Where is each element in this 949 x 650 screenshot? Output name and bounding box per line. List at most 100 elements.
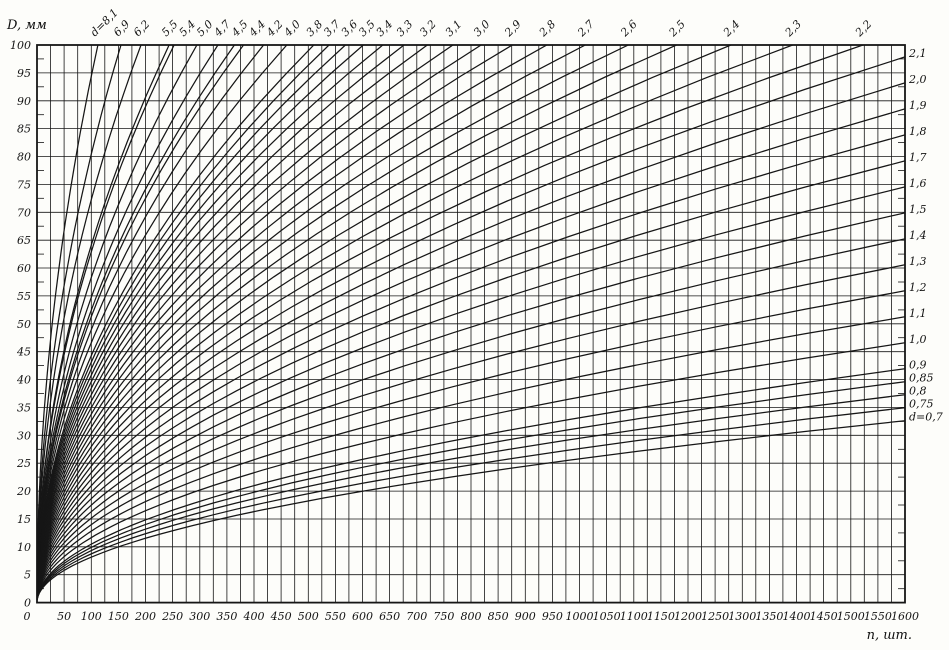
y-tick-label: 50 [17, 318, 31, 331]
curve-label-top: 2,7 [575, 18, 597, 40]
x-tick-label: 1450 [810, 610, 838, 623]
curve-label-right: 1,7 [909, 151, 927, 164]
x-tick-label: 1350 [755, 610, 783, 623]
x-tick-label: 1400 [783, 610, 811, 623]
curve-label-right: d=0,7 [909, 411, 943, 424]
plot-frame [36, 44, 906, 604]
x-tick-labels: 0 50 100 150 200 250 300 350 400 450 500 550 600 650 7… [24, 610, 920, 623]
y-tick-label: 90 [17, 95, 31, 108]
x-tick-label: 800 [461, 610, 482, 623]
curve-label-right: 1,9 [909, 99, 927, 112]
y-tick-label: 60 [17, 262, 31, 275]
curve-d-2.3 [37, 45, 793, 595]
y-tick-label: 30 [17, 429, 31, 442]
curve-label-right: 1,8 [909, 125, 927, 138]
y-tick-label: 70 [17, 206, 31, 219]
curve-label-top: 3,4 [374, 18, 396, 40]
y-tick-label: 15 [17, 513, 31, 526]
x-tick-label: 1250 [701, 610, 729, 623]
x-tick-label: 1150 [647, 610, 675, 623]
curve-label-top: 2,2 [852, 18, 874, 40]
curve-label-right: 1,6 [909, 177, 927, 190]
y-tick-label: 100 [10, 39, 31, 52]
curve-label-right: 0,75 [909, 398, 934, 411]
y-tick-label: 75 [17, 178, 31, 191]
y-tick-label: 10 [17, 541, 31, 554]
x-tick-label: 600 [352, 610, 373, 623]
y-tick-label: 95 [17, 67, 31, 80]
curve-label-top: 2,4 [720, 18, 742, 40]
x-tick-label: 1050 [593, 610, 621, 623]
x-tick-label: 1300 [728, 610, 756, 623]
curve-label-right: 1,5 [909, 203, 927, 216]
x-tick-label: 650 [379, 610, 400, 623]
x-tick-label: 1000 [566, 610, 594, 623]
x-tick-label: 500 [298, 610, 319, 623]
x-tick-label: 300 [189, 610, 210, 623]
x-tick-label: 1100 [620, 610, 648, 623]
y-tick-label: 0 [24, 597, 31, 610]
curve-label-right: 1,3 [909, 255, 927, 268]
curve-label-right: 0,85 [909, 372, 934, 385]
x-tick-label: 50 [57, 610, 71, 623]
curve-label-top: 2,6 [618, 18, 640, 40]
x-tick-label: 550 [325, 610, 346, 623]
curve-d-3.1 [37, 45, 454, 592]
top-curve-labels: d=8,16,96,2 5,55,45,04,74,54,44,24,0 3,83,… [88, 6, 875, 40]
y-tick-label: 25 [16, 457, 31, 470]
curve-label-top: 2,9 [502, 18, 524, 40]
y-tick-label: 35 [17, 401, 31, 414]
curve-label-top: 2,5 [666, 18, 688, 40]
curve-d-2.2 [37, 45, 864, 595]
curve-d-3.5 [37, 45, 364, 591]
curve-label-top: 3,0 [471, 18, 493, 40]
x-tick-label: 0 [24, 610, 31, 623]
x-tick-label: 350 [216, 610, 237, 623]
x-tick-label: 900 [515, 610, 536, 623]
curve-label-right: 2,1 [908, 47, 927, 60]
curve-label-right: 1,2 [909, 281, 927, 294]
curve-label-top: 3,1 [443, 18, 465, 40]
curve-d-2.4 [37, 45, 732, 595]
curve-label-top: 4,0 [281, 18, 303, 40]
curve-d-3 [37, 45, 482, 592]
x-tick-label: 1550 [864, 610, 892, 623]
y-tick-label: 65 [17, 234, 31, 247]
curve-label-top: 3,3 [394, 18, 416, 40]
x-tick-label: 1600 [891, 610, 919, 623]
curve-label-top: 6,2 [131, 18, 153, 40]
curve-label-top: 2,8 [536, 18, 558, 40]
curve-label-right: 1,0 [909, 333, 927, 346]
x-tick-label: 150 [108, 610, 129, 623]
curve-label-right: 0,8 [909, 385, 927, 398]
y-tick-labels: 0 5 10 15 20 25 30 35 40 45 50 55 60 65 70 75 80 85 90 95 10… [10, 39, 31, 610]
x-axis-title: n, шт. [867, 628, 912, 643]
x-tick-label: 850 [488, 610, 509, 623]
x-tick-label: 1500 [837, 610, 865, 623]
x-tick-label: 950 [542, 610, 563, 623]
x-tick-label: 250 [161, 610, 183, 623]
curve-label-right: 2,0 [908, 73, 927, 86]
right-curve-labels: 2,12,01,91,81,71,61,51,41,31,21,11,00,90… [908, 47, 943, 424]
y-tick-label: 40 [16, 374, 31, 387]
x-tick-label: 1200 [674, 610, 702, 623]
x-tick-label: 200 [134, 610, 156, 623]
y-tick-label: 80 [17, 151, 31, 164]
y-tick-label: 55 [17, 290, 31, 303]
curve-label-top: 2,3 [782, 18, 804, 40]
curve-label-top: 3,2 [417, 18, 439, 40]
x-tick-label: 700 [406, 610, 427, 623]
curve-d-4.2 [37, 45, 265, 588]
y-axis-title: D, мм [6, 18, 47, 33]
chart-generated-content: 0 50 100 150 200 250 300 350 400 450 500 550 600 650 7… [10, 6, 943, 623]
curve-label-right: 1,1 [909, 307, 927, 320]
curve-label-right: 1,4 [909, 229, 927, 242]
x-tick-label: 100 [81, 610, 102, 623]
y-tick-label: 5 [24, 569, 31, 582]
y-tick-label: 85 [17, 123, 31, 136]
y-tick-label: 20 [16, 485, 31, 498]
grid-lines [37, 45, 905, 603]
curve-label-right: 0,9 [909, 359, 927, 372]
